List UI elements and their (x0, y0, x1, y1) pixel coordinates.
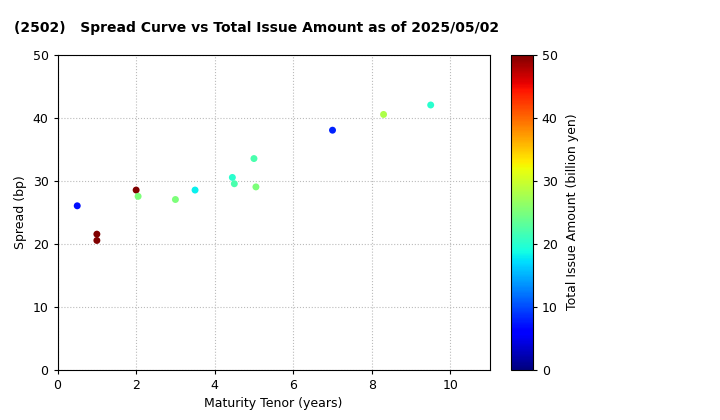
Point (425, 102, 436, 108)
Point (132, 193, 144, 199)
Text: (2502)   Spread Curve vs Total Issue Amount as of 2025/05/02: (2502) Spread Curve vs Total Issue Amoun… (14, 21, 500, 35)
Point (189, 186, 201, 193)
Point (170, 196, 181, 203)
Point (130, 186, 142, 193)
Point (91, 231, 103, 238)
Point (71, 202, 83, 209)
Point (227, 174, 238, 181)
Point (327, 127, 338, 134)
Point (378, 111, 390, 118)
X-axis label: Maturity Tenor (years): Maturity Tenor (years) (204, 397, 343, 410)
Point (248, 155, 260, 162)
Y-axis label: Total Issue Amount (billion yen): Total Issue Amount (billion yen) (566, 114, 579, 310)
Point (250, 184, 261, 190)
Point (228, 181, 240, 187)
Y-axis label: Spread (bp): Spread (bp) (14, 175, 27, 249)
Point (91, 237, 103, 244)
